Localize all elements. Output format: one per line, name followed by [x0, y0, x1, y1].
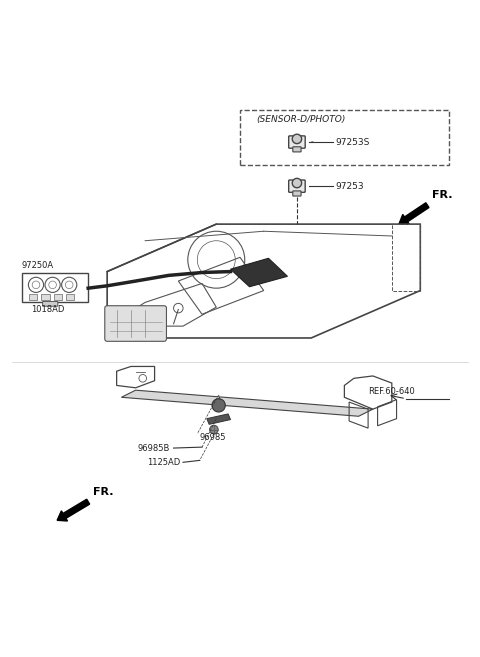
Text: 1018AD: 1018AD — [31, 305, 65, 314]
Bar — [66, 294, 74, 300]
Bar — [29, 294, 37, 300]
Text: 96985B: 96985B — [138, 443, 170, 453]
Circle shape — [292, 178, 301, 188]
Polygon shape — [207, 414, 230, 424]
Text: 1125AD: 1125AD — [147, 458, 181, 466]
Bar — [54, 294, 62, 300]
Text: 96985: 96985 — [200, 433, 226, 442]
Bar — [240, 110, 449, 165]
FancyBboxPatch shape — [288, 136, 305, 148]
Polygon shape — [230, 258, 288, 286]
FancyBboxPatch shape — [105, 306, 167, 341]
Bar — [41, 294, 50, 300]
Polygon shape — [121, 390, 373, 417]
Text: 97253: 97253 — [335, 182, 363, 191]
Text: 97250A: 97250A — [22, 261, 54, 270]
Text: 97253S: 97253S — [335, 137, 369, 147]
Circle shape — [292, 134, 301, 144]
Circle shape — [212, 399, 225, 412]
Text: FR.: FR. — [93, 487, 113, 497]
FancyArrow shape — [57, 499, 90, 521]
FancyBboxPatch shape — [293, 191, 301, 196]
FancyBboxPatch shape — [43, 302, 58, 306]
Text: (SENSOR-D/PHOTO): (SENSOR-D/PHOTO) — [257, 115, 346, 124]
Text: FR.: FR. — [432, 191, 453, 200]
Text: REF.60-640: REF.60-640 — [368, 386, 415, 396]
FancyBboxPatch shape — [288, 180, 305, 193]
FancyBboxPatch shape — [293, 147, 301, 152]
FancyArrow shape — [399, 203, 429, 224]
Circle shape — [210, 425, 218, 434]
